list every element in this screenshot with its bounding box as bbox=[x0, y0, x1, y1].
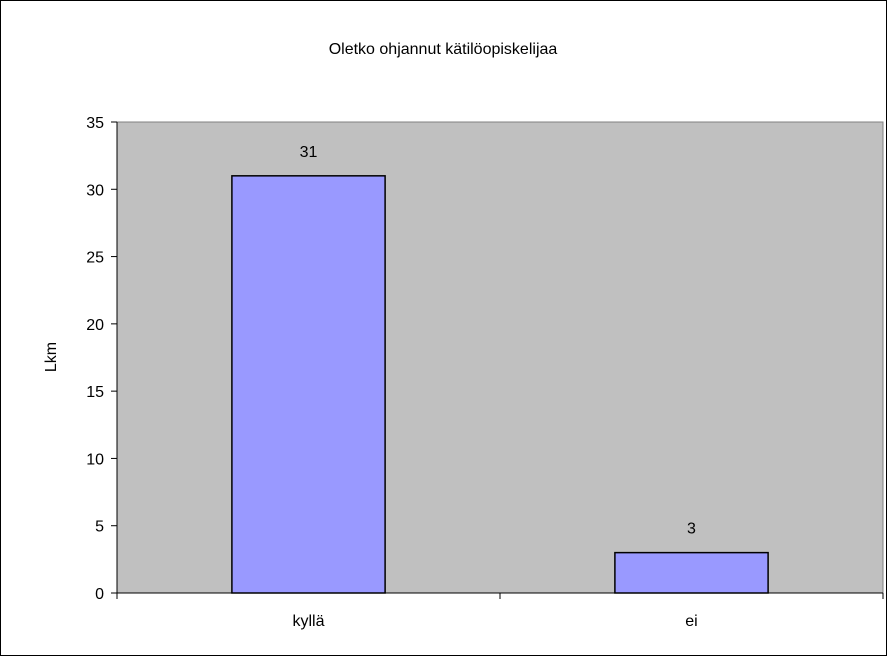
y-tick-label: 30 bbox=[86, 182, 104, 199]
y-tick-label: 15 bbox=[86, 384, 104, 401]
bars bbox=[231, 175, 769, 594]
y-tick-label: 5 bbox=[95, 519, 104, 536]
y-tick-label: 10 bbox=[86, 451, 104, 468]
y-axis: 0 5 10 15 20 25 30 35 bbox=[86, 115, 118, 603]
y-axis-title: Lkm bbox=[43, 342, 60, 372]
x-tick-label: ei bbox=[685, 613, 697, 630]
y-tick-label: 20 bbox=[86, 317, 104, 334]
x-tick-label: kyllä bbox=[292, 613, 324, 630]
y-tick-label: 0 bbox=[95, 586, 104, 603]
bar-ei bbox=[614, 551, 769, 594]
y-tick-label: 35 bbox=[86, 115, 104, 132]
data-label: 3 bbox=[687, 521, 696, 538]
data-labels: 31 3 bbox=[300, 144, 696, 538]
chart-title: Oletko ohjannut kätilöopiskelijaa bbox=[329, 41, 558, 58]
x-axis: kyllä ei bbox=[116, 592, 884, 630]
data-label: 31 bbox=[300, 144, 318, 161]
y-tick-label: 25 bbox=[86, 250, 104, 267]
bar-kyllä bbox=[231, 175, 386, 594]
